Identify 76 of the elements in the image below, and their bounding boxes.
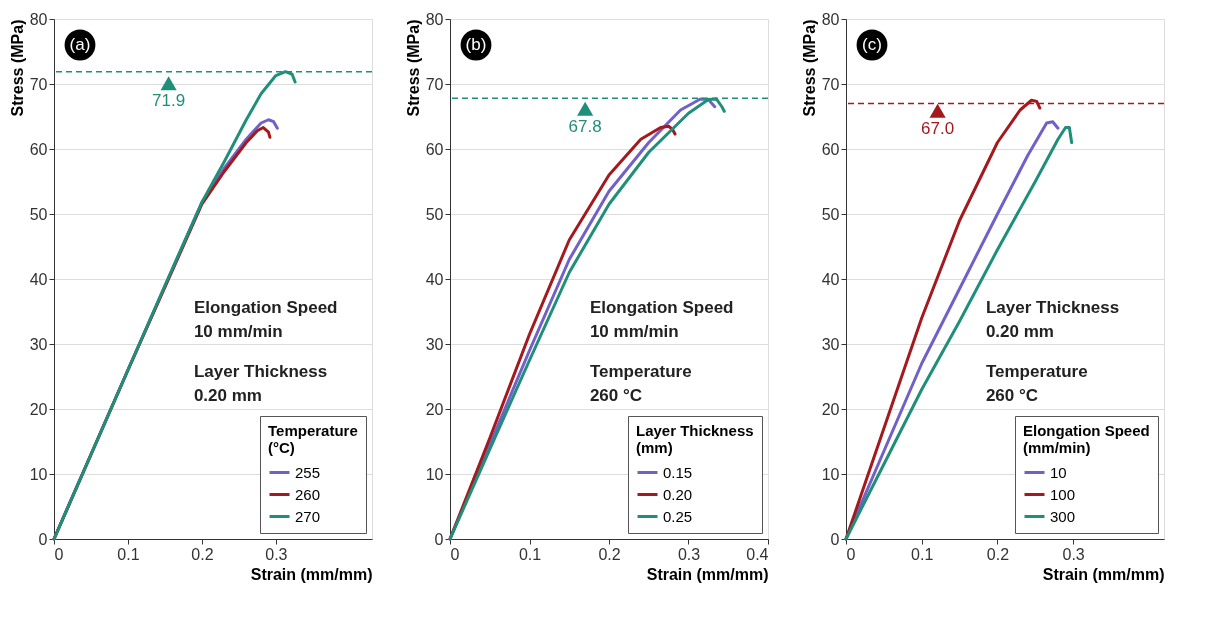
annotation: 0.20 mm <box>985 321 1054 341</box>
legend-title: Temperature (°C) <box>268 422 358 456</box>
y-tick-label: 60 <box>821 140 840 158</box>
annotation: Temperature <box>589 361 692 381</box>
x-tick-label: 0.3 <box>265 545 288 563</box>
x-tick-label: 0.3 <box>1062 545 1085 563</box>
y-tick-label: 60 <box>29 140 48 158</box>
legend-label: 10 <box>1050 463 1067 481</box>
legend-label: 270 <box>295 507 321 525</box>
y-tick-label: 50 <box>29 205 48 223</box>
annotation: 67.8 <box>568 116 602 136</box>
y-tick-label: 0 <box>38 530 48 548</box>
x-tick-label: 0 <box>846 545 856 563</box>
legend-label: 100 <box>1050 485 1076 503</box>
y-tick-label: 40 <box>29 270 48 288</box>
x-tick-label: 0.1 <box>911 545 934 563</box>
legend-label: 255 <box>295 463 321 481</box>
annotation: Layer Thickness <box>985 297 1120 317</box>
annotation: 260 °C <box>985 385 1039 405</box>
x-tick-label: 0 <box>54 545 64 563</box>
x-axis-title: Strain (mm/mm) <box>646 565 769 583</box>
annotation: (a) <box>69 35 91 54</box>
annotation: 10 mm/min <box>193 321 283 341</box>
y-axis-title: Stress (MPa) <box>404 19 422 117</box>
annotation: 71.9 <box>152 91 186 111</box>
legend-label: 300 <box>1050 507 1076 525</box>
y-tick-label: 80 <box>425 10 444 28</box>
legend-title: Layer Thickness (mm) <box>636 422 754 456</box>
y-tick-label: 30 <box>821 335 840 353</box>
x-axis-title: Strain (mm/mm) <box>250 565 373 583</box>
y-tick-label: 80 <box>29 10 48 28</box>
annotation: (b) <box>465 35 487 54</box>
annotation: Temperature <box>985 361 1088 381</box>
x-axis-title: Strain (mm/mm) <box>1042 565 1165 583</box>
annotation: Elongation Speed <box>589 297 734 317</box>
annotation: 67.0 <box>921 118 955 138</box>
y-tick-label: 0 <box>434 530 444 548</box>
y-tick-label: 50 <box>821 205 840 223</box>
annotation: 0.20 mm <box>193 385 262 405</box>
y-tick-label: 10 <box>425 465 444 483</box>
x-tick-label: 0 <box>450 545 460 563</box>
legend-title: Elongation Speed (mm/min) <box>1023 422 1150 456</box>
y-axis-title: Stress (MPa) <box>8 19 26 117</box>
y-tick-label: 20 <box>29 400 48 418</box>
y-tick-label: 30 <box>425 335 444 353</box>
legend-label: 0.15 <box>663 463 693 481</box>
y-tick-label: 10 <box>821 465 840 483</box>
y-tick-label: 40 <box>821 270 840 288</box>
y-tick-label: 40 <box>425 270 444 288</box>
annotation: 260 °C <box>589 385 643 405</box>
y-tick-label: 70 <box>821 75 840 93</box>
legend-label: 260 <box>295 485 321 503</box>
y-tick-label: 60 <box>425 140 444 158</box>
annotation: (c) <box>862 35 882 54</box>
annotation: Layer Thickness <box>193 361 328 381</box>
annotation: Elongation Speed <box>193 297 338 317</box>
x-tick-label: 0.2 <box>986 545 1010 563</box>
legend-label: 0.20 <box>663 485 693 503</box>
x-tick-label: 0.1 <box>117 545 140 563</box>
y-tick-label: 20 <box>425 400 444 418</box>
x-tick-label: 0.2 <box>191 545 214 563</box>
annotation: 10 mm/min <box>589 321 679 341</box>
legend-label: 0.25 <box>663 507 693 525</box>
x-tick-label: 0.4 <box>746 545 769 563</box>
y-tick-label: 70 <box>425 75 444 93</box>
y-tick-label: 50 <box>425 205 444 223</box>
y-axis-title: Stress (MPa) <box>800 19 818 117</box>
y-tick-label: 20 <box>821 400 840 418</box>
y-tick-label: 70 <box>29 75 48 93</box>
y-tick-label: 10 <box>29 465 48 483</box>
y-tick-label: 80 <box>821 10 840 28</box>
x-tick-label: 0.3 <box>677 545 701 563</box>
x-tick-label: 0.1 <box>518 545 542 563</box>
x-tick-label: 0.2 <box>598 545 621 563</box>
y-tick-label: 30 <box>29 335 48 353</box>
y-tick-label: 0 <box>830 530 840 548</box>
